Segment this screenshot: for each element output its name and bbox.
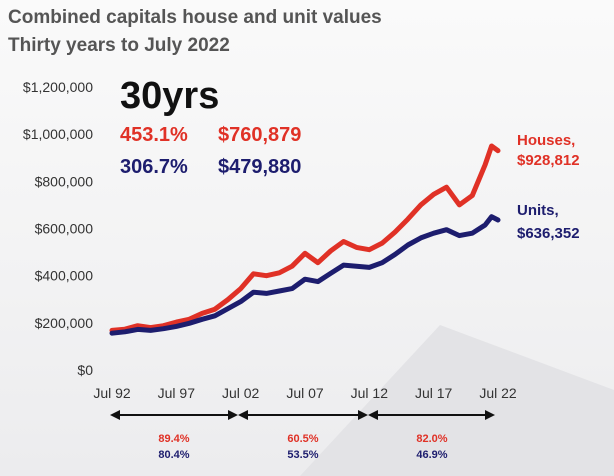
period-arrow-2-right-head <box>358 410 368 420</box>
x-tick-label: Jul 22 <box>479 385 517 401</box>
title-line-1: Combined capitals house and unit values <box>8 7 382 28</box>
series-lines <box>109 143 501 336</box>
y-tick-label: $400,000 <box>35 268 94 284</box>
units-end-value: $636,352 <box>517 225 580 242</box>
period-arrow-1-left-head <box>110 410 120 420</box>
period-3-houses: 82.0% <box>416 433 447 445</box>
y-tick-label: $800,000 <box>35 173 94 189</box>
period-2-units: 53.5% <box>287 449 318 461</box>
house-growth-value: $760,879 <box>218 124 301 146</box>
unit-growth-value: $479,880 <box>218 156 301 178</box>
period-arrow-1-right-head <box>228 410 238 420</box>
unit-growth-pct: 306.7% <box>120 156 188 178</box>
period-arrow-2-left-head <box>238 410 248 420</box>
x-tick-label: Jul 12 <box>351 385 389 401</box>
houses-end-value: $928,812 <box>517 152 580 169</box>
y-axis: $0 $200,000 $400,000 $600,000 $800,000 $1,000… <box>23 79 93 378</box>
period-2-houses: 60.5% <box>287 433 318 445</box>
y-tick-label: $0 <box>77 362 93 378</box>
houses-end-label: Houses, <box>517 132 575 149</box>
x-tick-label: Jul 07 <box>286 385 324 401</box>
period-3-units: 46.9% <box>416 449 447 461</box>
houses-series-line <box>109 143 501 333</box>
x-tick-label: Jul 92 <box>93 385 131 401</box>
period-arrow-3-left-head <box>368 410 378 420</box>
house-growth-pct: 453.1% <box>120 124 188 146</box>
chart-title: Combined capitals house and unit values … <box>8 4 382 60</box>
x-tick-label: Jul 97 <box>158 385 196 401</box>
y-tick-label: $600,000 <box>35 221 94 237</box>
title-line-2: Thirty years to July 2022 <box>8 35 230 56</box>
y-tick-label: $1,200,000 <box>23 79 93 95</box>
period-arrows <box>110 410 495 420</box>
period-arrow-3-right-head <box>485 410 495 420</box>
headline-30yrs: 30yrs <box>120 75 219 117</box>
period-1-houses: 89.4% <box>158 433 189 445</box>
period-1-units: 80.4% <box>158 449 189 461</box>
y-tick-label: $1,000,000 <box>23 126 93 142</box>
units-end-label: Units, <box>517 202 559 219</box>
x-tick-label: Jul 17 <box>415 385 453 401</box>
y-tick-label: $200,000 <box>35 315 94 331</box>
x-tick-label: Jul 02 <box>222 385 260 401</box>
units-series-line <box>109 214 501 336</box>
x-axis: Jul 92 Jul 97 Jul 02 Jul 07 Jul 12 Jul 17 Jul … <box>93 385 517 401</box>
